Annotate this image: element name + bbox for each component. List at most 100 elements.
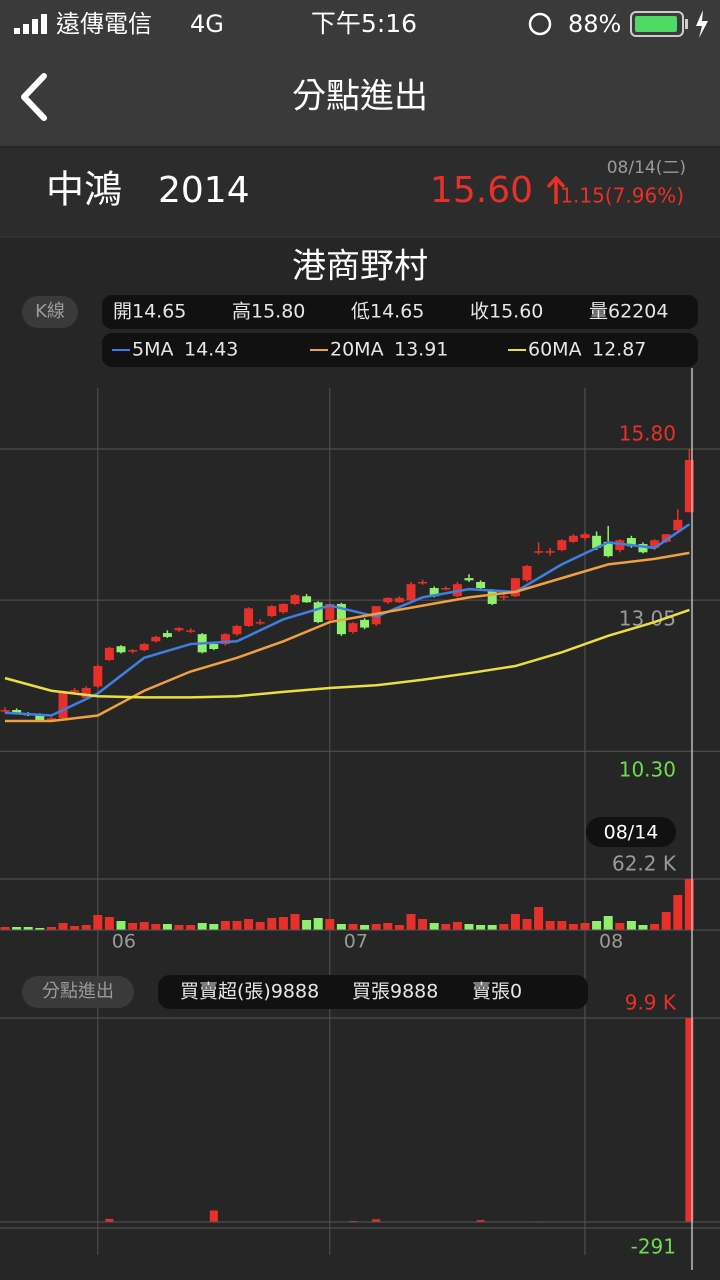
bar [418, 919, 428, 930]
bar [441, 924, 451, 930]
bar [383, 923, 393, 930]
ma-line [5, 551, 690, 723]
candle-body [232, 625, 242, 635]
header-bg [0, 0, 720, 146]
bar [93, 915, 103, 930]
candle-body [371, 606, 381, 625]
candle-body [557, 540, 567, 551]
signal [14, 14, 47, 34]
legend-name: 5MA [132, 339, 173, 361]
up-arrow [546, 175, 566, 204]
bar [371, 924, 381, 930]
bar [139, 922, 149, 930]
candle-body [58, 692, 68, 719]
ma-line [4, 523, 691, 717]
broker-name: 港商野村 [292, 247, 428, 287]
flow-label: 分點進出 [42, 981, 114, 1002]
candle-body [278, 603, 288, 613]
bar [186, 925, 196, 930]
candle-body [592, 535, 602, 548]
bar [348, 924, 358, 930]
bar [673, 895, 683, 930]
bar [209, 924, 219, 930]
bar [568, 924, 578, 930]
back-button[interactable] [21, 73, 47, 121]
candle-body [313, 602, 323, 623]
date-badge [586, 817, 676, 847]
bar [46, 927, 56, 930]
candle-body [128, 650, 138, 652]
stock-name: 中鴻 [46, 168, 122, 212]
bar [487, 925, 497, 930]
quote-date: 08/14(二) [607, 158, 686, 178]
bar [313, 918, 323, 930]
bar [220, 921, 230, 930]
candle-body [650, 540, 660, 548]
candle-body [603, 541, 613, 557]
legend-value: 13.91 [394, 339, 448, 361]
candle-body [325, 603, 335, 620]
ohlc-stat: 開14.65 [113, 301, 186, 323]
x-tick-label: 06 [112, 931, 136, 953]
candle-body [580, 534, 590, 539]
bar [325, 919, 335, 930]
candle-body [70, 690, 80, 692]
candle-body [406, 584, 416, 601]
bar [406, 914, 416, 930]
bar [278, 917, 288, 930]
bar [12, 927, 22, 930]
bar [372, 1219, 381, 1222]
candle-body [348, 623, 358, 632]
bar [476, 925, 486, 930]
bar [244, 919, 254, 930]
bar [650, 924, 660, 930]
flow-pill[interactable] [22, 976, 134, 1008]
legend-value: 14.43 [184, 339, 238, 361]
bar [661, 912, 671, 930]
quote-bg [0, 148, 720, 236]
bar [0, 927, 10, 930]
candle-body [360, 619, 370, 628]
bar [197, 923, 207, 930]
candle-body [162, 633, 172, 637]
candle-body [244, 608, 254, 626]
ohlc-stat: 高15.80 [232, 301, 305, 323]
nav-title: 分點進出 [292, 77, 428, 117]
bar [209, 1210, 218, 1222]
kline-label: K線 [35, 301, 65, 322]
y-tick-label: 10.30 [619, 758, 676, 782]
legend-name: 60MA [528, 339, 582, 361]
bar [684, 879, 694, 930]
y-tick-label: -291 [631, 1235, 676, 1259]
bar [615, 923, 625, 930]
legend-name: 20MA [330, 339, 384, 361]
candle-body [638, 544, 648, 553]
y-tick-label: 62.2 K [612, 852, 677, 876]
candle-body [12, 709, 22, 713]
ohlc-stat: 量62204 [589, 301, 668, 323]
battery-percent: 88% [568, 10, 621, 38]
clock: 下午5:16 [311, 9, 417, 38]
bar [174, 925, 184, 930]
bar [429, 923, 439, 930]
bar [151, 924, 161, 930]
bar [105, 1218, 114, 1222]
bar [499, 924, 509, 930]
flow-stats-pill [158, 975, 588, 1009]
bar [302, 920, 312, 930]
bar [162, 924, 172, 930]
candle-body [186, 630, 196, 632]
candle-body [499, 596, 509, 598]
network: 4G [190, 10, 224, 38]
bar [81, 925, 91, 930]
candle-body [302, 596, 312, 603]
candle-body [0, 709, 10, 712]
candle-body [104, 647, 114, 660]
candle-body [418, 581, 428, 584]
ma-legend: 5MA 14.43 20MA 13.91 60MA 12.87 [112, 339, 646, 361]
kline-pill[interactable] [22, 296, 78, 328]
candle-body [174, 628, 184, 631]
bar [557, 921, 567, 930]
candle-body [46, 718, 56, 720]
